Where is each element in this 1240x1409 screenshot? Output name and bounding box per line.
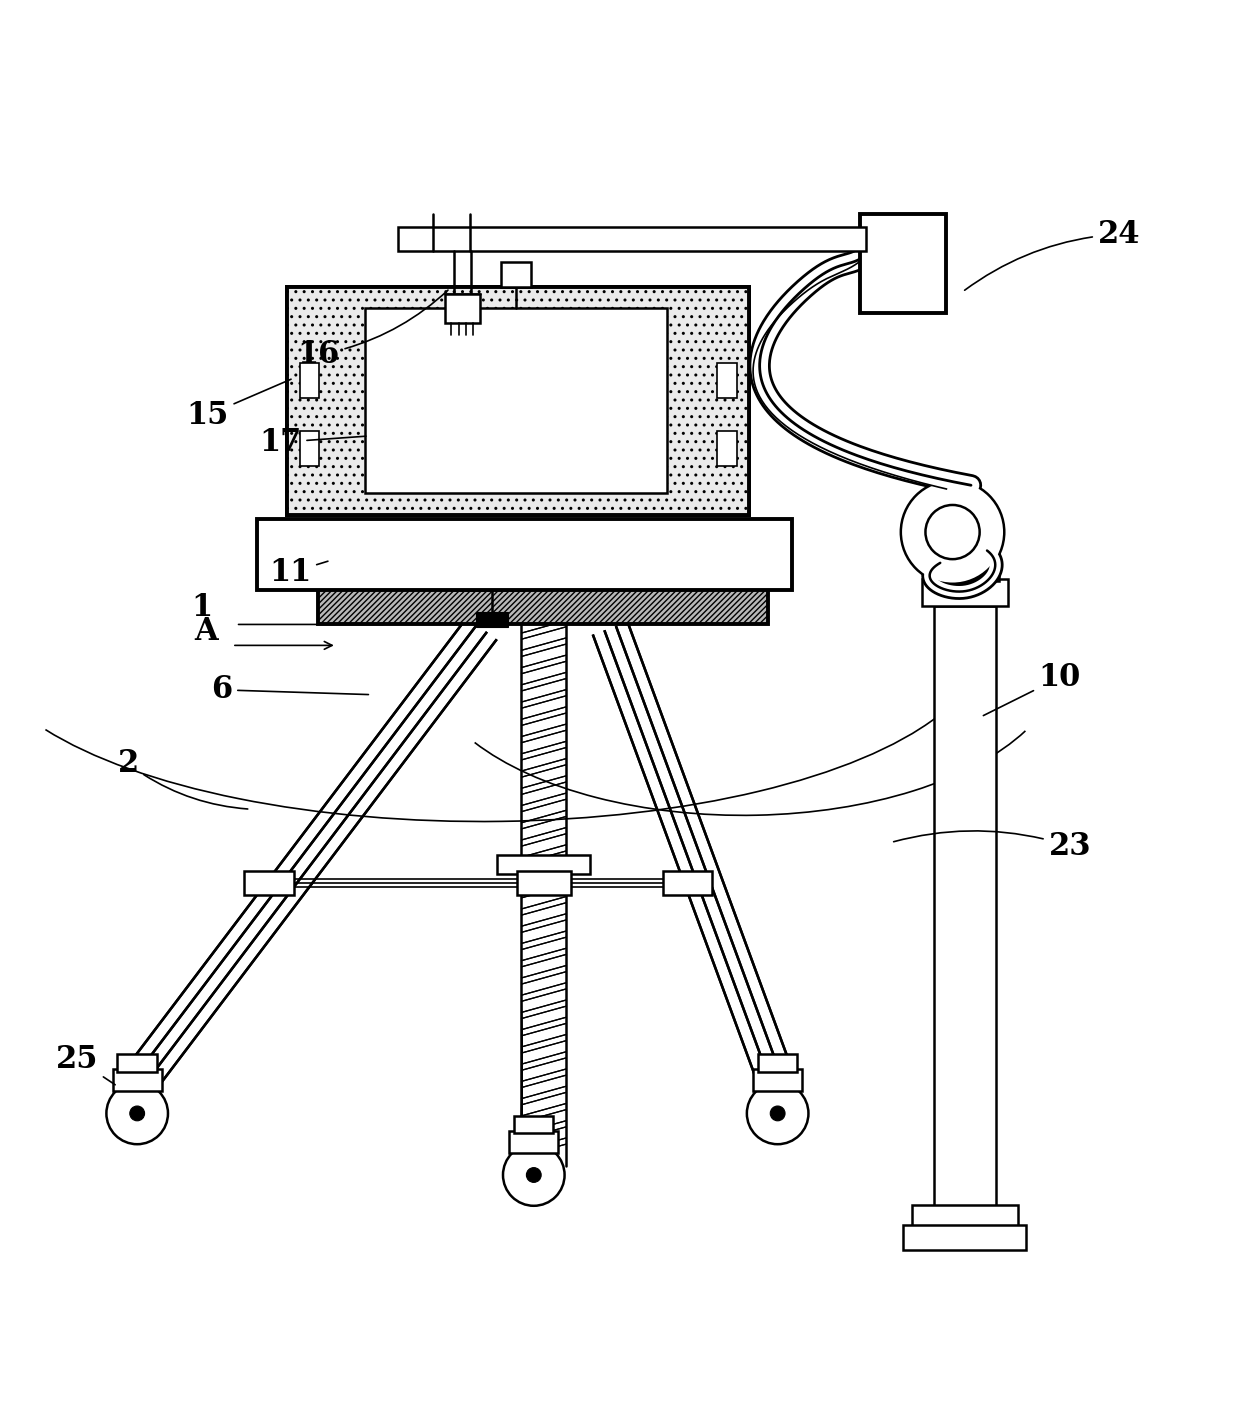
Bar (288, 287, 749, 514)
Bar (921, 579, 1008, 606)
Polygon shape (604, 626, 784, 1086)
Bar (398, 227, 867, 251)
Bar (861, 214, 946, 313)
Bar (510, 1130, 558, 1153)
Text: 25: 25 (56, 1044, 115, 1085)
Circle shape (900, 480, 1004, 583)
Text: 23: 23 (894, 831, 1091, 862)
Text: 1: 1 (191, 592, 212, 623)
Text: 6: 6 (211, 675, 368, 706)
Circle shape (527, 1168, 541, 1182)
Bar (930, 547, 999, 582)
Bar (113, 1069, 161, 1091)
Bar (497, 855, 590, 875)
Bar (934, 606, 996, 1208)
Bar (717, 431, 737, 465)
Bar (445, 294, 480, 323)
Polygon shape (133, 624, 487, 1088)
Circle shape (107, 1082, 167, 1144)
Bar (911, 1205, 1018, 1229)
Bar (257, 519, 792, 590)
Text: 17: 17 (259, 427, 366, 458)
Bar (460, 551, 515, 582)
Bar (565, 547, 625, 583)
Bar (365, 309, 667, 493)
Bar (517, 871, 570, 895)
Circle shape (503, 1144, 564, 1206)
Bar (244, 871, 294, 895)
Bar (717, 364, 737, 397)
Circle shape (925, 504, 980, 559)
Bar (451, 542, 523, 590)
Bar (319, 588, 768, 624)
Bar (476, 612, 508, 627)
Bar (663, 871, 712, 895)
Bar (753, 1069, 802, 1091)
Text: 16: 16 (298, 290, 448, 371)
Bar (903, 1226, 1027, 1250)
Text: 10: 10 (983, 662, 1081, 716)
Circle shape (770, 1106, 785, 1120)
Text: 15: 15 (186, 379, 291, 431)
Bar (523, 624, 564, 1167)
Bar (118, 1054, 157, 1071)
Bar (501, 262, 531, 287)
Polygon shape (531, 633, 551, 1141)
Bar (758, 1054, 797, 1071)
Text: 11: 11 (269, 558, 327, 589)
Text: 2: 2 (118, 748, 248, 809)
Bar (300, 364, 320, 397)
Bar (288, 287, 749, 514)
Bar (515, 1116, 553, 1133)
Text: A: A (193, 617, 217, 648)
Bar (300, 431, 320, 465)
Circle shape (130, 1106, 145, 1120)
Circle shape (746, 1082, 808, 1144)
Text: 24: 24 (965, 218, 1141, 290)
